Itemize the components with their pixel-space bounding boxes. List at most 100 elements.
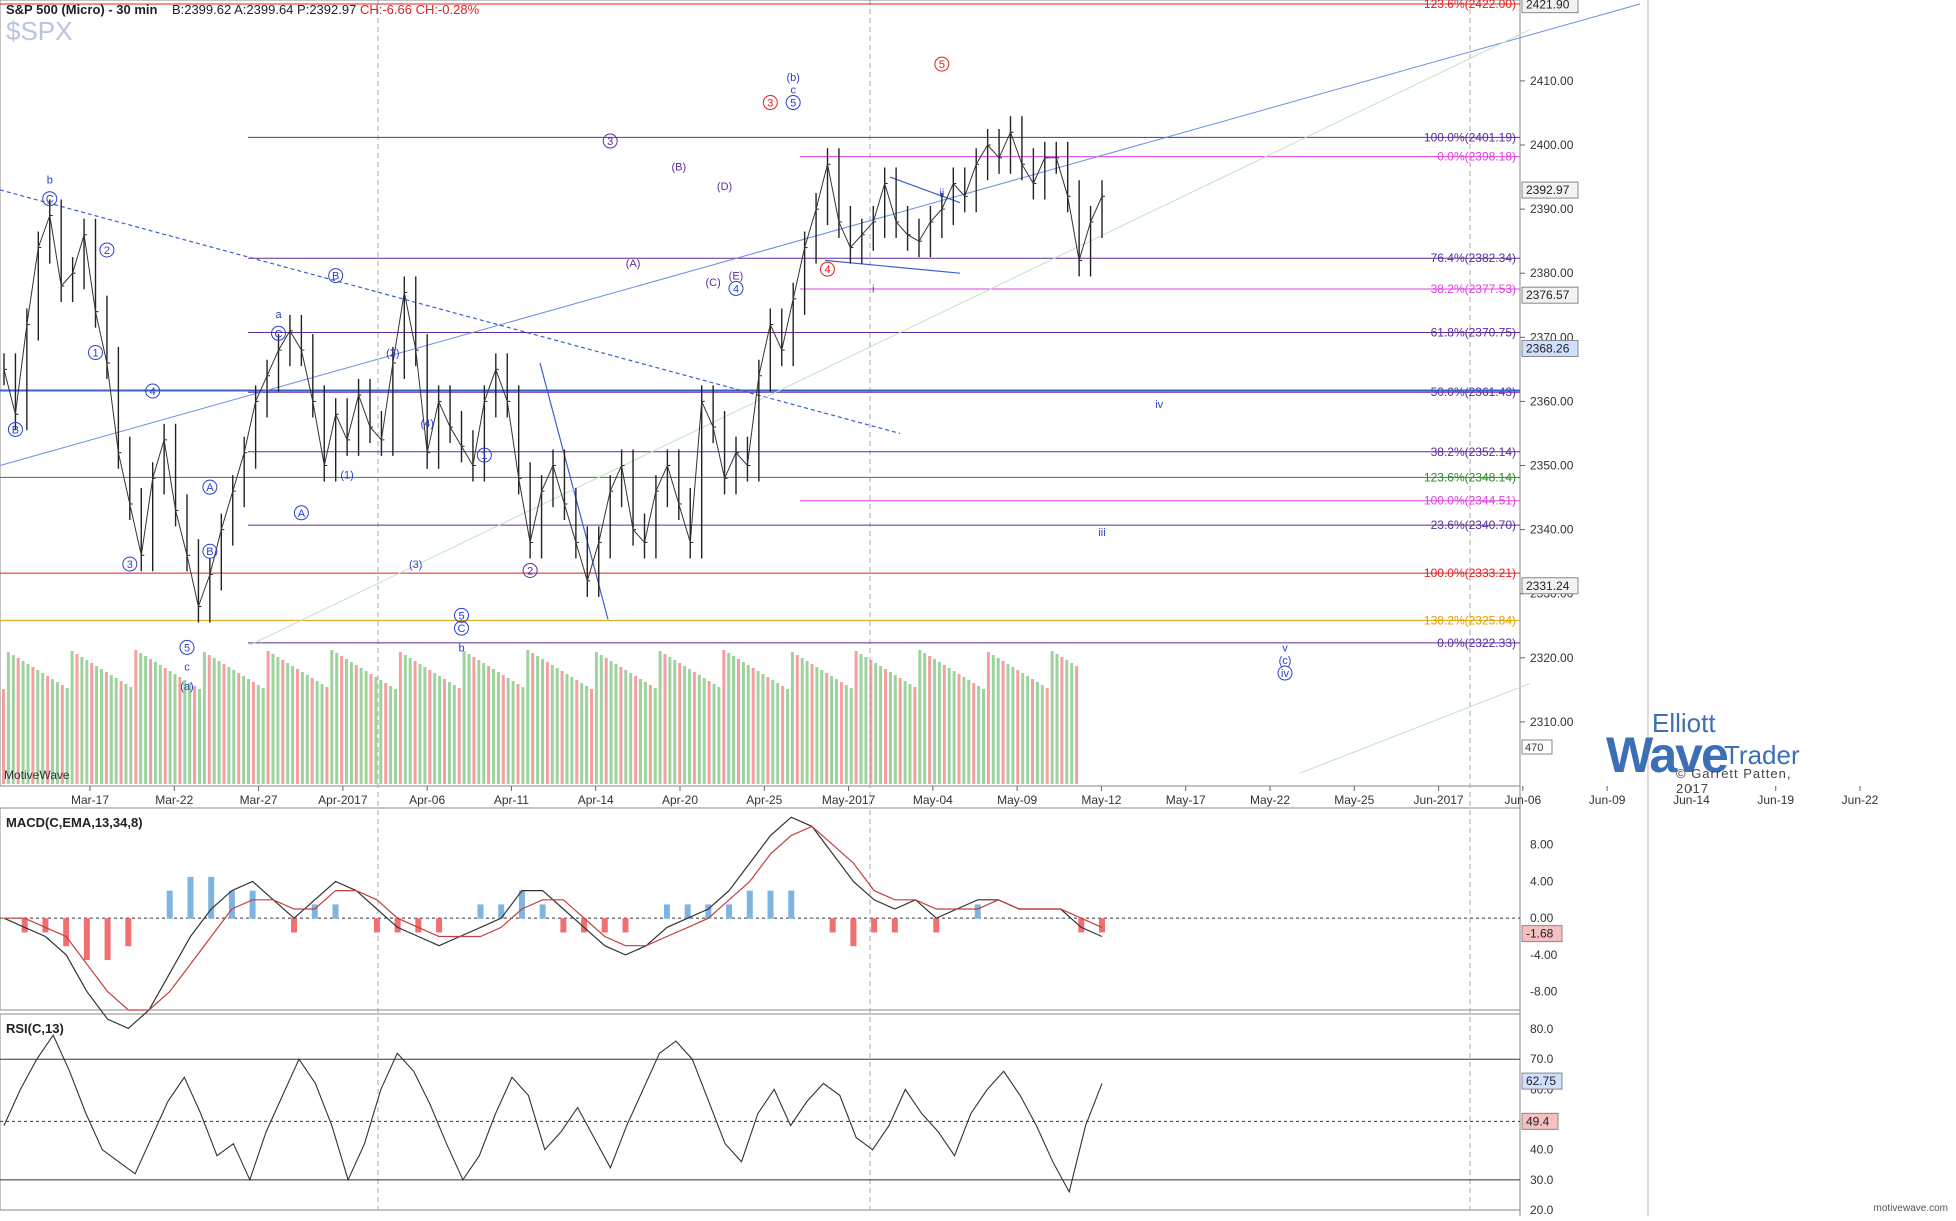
- volume-bar: [506, 678, 510, 784]
- fib-level-label-3: 76.4%(2382.34): [1431, 251, 1516, 265]
- wave-label-14: A: [298, 508, 306, 520]
- x-tick-label: May-04: [913, 793, 953, 807]
- volume-bar: [766, 677, 770, 784]
- volume-bar: [1021, 673, 1025, 784]
- volume-bar: [937, 662, 941, 784]
- wave-label-circle: [88, 345, 103, 361]
- volume-bar: [1040, 685, 1044, 784]
- volume-bar: [124, 684, 128, 784]
- volume-bar: [854, 651, 858, 784]
- macd-histogram-bar: [456, 918, 463, 919]
- volume-bar: [6, 652, 10, 784]
- wave-label-40: iv: [1155, 399, 1163, 411]
- volume-bar: [183, 680, 187, 784]
- volume-bar: [933, 659, 936, 784]
- volume-bar: [986, 652, 990, 784]
- fib-level-label-0: 123.6%(2422.00): [1424, 0, 1516, 11]
- volume-bar: [702, 678, 706, 784]
- volume-bar: [36, 670, 40, 784]
- rsi-y-tick-label: 40.0: [1530, 1143, 1554, 1157]
- volume-bar: [70, 651, 74, 784]
- volume-bar: [639, 679, 642, 784]
- chart-header: S&P 500 (Micro) - 30 min B:2399.62 A:239…: [6, 2, 479, 17]
- macd-histogram-bar: [1016, 918, 1023, 919]
- volume-bar: [310, 678, 314, 784]
- volume-scale-label: 470: [1525, 742, 1543, 754]
- volume-bar: [281, 660, 285, 784]
- fib-level-label-6: 50.0%(2361.43): [1431, 385, 1516, 399]
- wave-label-38: ii: [939, 187, 944, 199]
- volume-bar: [477, 660, 481, 784]
- volume-bar: [266, 651, 270, 784]
- volume-bar: [242, 676, 246, 784]
- macd-histogram-bar: [291, 918, 298, 933]
- volume-bar: [21, 661, 25, 784]
- volume-bar: [1026, 676, 1030, 784]
- volume-bar: [908, 684, 912, 784]
- volume-bar: [492, 669, 495, 784]
- volume-bar: [276, 657, 280, 784]
- fib-level-label-2: 0.0%(2398.18): [1437, 150, 1516, 164]
- volume-bar: [55, 682, 59, 784]
- volume-bar: [585, 686, 589, 784]
- wave-label-44: iv: [1281, 668, 1289, 680]
- volume-bar: [60, 685, 64, 784]
- macd-histogram-bar: [436, 918, 443, 933]
- volume-bar: [599, 655, 603, 784]
- volume-bar: [315, 681, 319, 784]
- ask-value: A:2399.64: [234, 2, 294, 17]
- wave-label-circle: [145, 383, 161, 399]
- volume-bar: [947, 668, 951, 784]
- wave-label-15: B: [332, 271, 339, 283]
- macd-histogram-bar: [353, 918, 360, 919]
- rsi-y-tick-label: 70.0: [1530, 1052, 1554, 1066]
- wave-label-2: B: [12, 424, 19, 436]
- macd-histogram-bar: [63, 918, 70, 947]
- macd-histogram-bar: [581, 918, 588, 933]
- volume-bar: [403, 655, 407, 784]
- volume-bar: [438, 676, 442, 784]
- macd-histogram-bar: [477, 904, 484, 919]
- wave-label-circle: [99, 242, 115, 258]
- volume-bar: [928, 656, 932, 784]
- volume-bar: [389, 686, 393, 784]
- volume-bar: [810, 664, 814, 784]
- wave-label-circle: [202, 479, 218, 495]
- macd-histogram-bar: [891, 918, 898, 933]
- wave-label-20: 5: [458, 610, 464, 622]
- macd-histogram-bar: [663, 904, 670, 919]
- volume-bar: [173, 674, 177, 784]
- price-tag-2: 2376.57: [1526, 288, 1570, 302]
- wave-label-circle: [293, 505, 309, 521]
- macd-histogram-bar: [560, 918, 567, 933]
- x-tick-label: May-09: [997, 793, 1037, 807]
- rsi-value-tag-2: 49.4: [1526, 1114, 1550, 1128]
- wave-label-11: (a): [180, 681, 193, 693]
- wave-label-39: i: [872, 283, 874, 295]
- volume-bar: [286, 663, 290, 784]
- rsi-panel-label: RSI(C,13): [6, 1021, 64, 1036]
- volume-bar: [918, 650, 922, 784]
- wave-label-circle: [328, 268, 344, 284]
- wave-label-circle: [762, 95, 778, 111]
- volume-bar: [222, 664, 226, 784]
- wave-label-9: 5: [184, 642, 190, 654]
- wave-label-32: 3: [767, 98, 773, 110]
- volume-bar: [1016, 670, 1020, 784]
- macd-y-tick-label: 8.00: [1530, 838, 1554, 852]
- volume-bar: [746, 665, 750, 784]
- volume-bar: [697, 675, 701, 784]
- volume-bar: [447, 682, 451, 784]
- wave-label-16: (1): [340, 469, 353, 481]
- macd-histogram-bar: [912, 918, 919, 919]
- volume-bar: [771, 680, 775, 784]
- volume-bar: [158, 665, 162, 784]
- x-tick-label: Jun-06: [1505, 793, 1542, 807]
- volume-bar: [291, 666, 295, 784]
- wave-label-circle: [785, 95, 801, 111]
- volume-bar: [349, 662, 353, 784]
- volume-bar: [717, 687, 721, 784]
- macd-histogram-bar: [788, 890, 795, 919]
- site-footer: motivewave.com: [1873, 1203, 1948, 1214]
- chart-title: S&P 500 (Micro) - 30 min: [6, 2, 158, 17]
